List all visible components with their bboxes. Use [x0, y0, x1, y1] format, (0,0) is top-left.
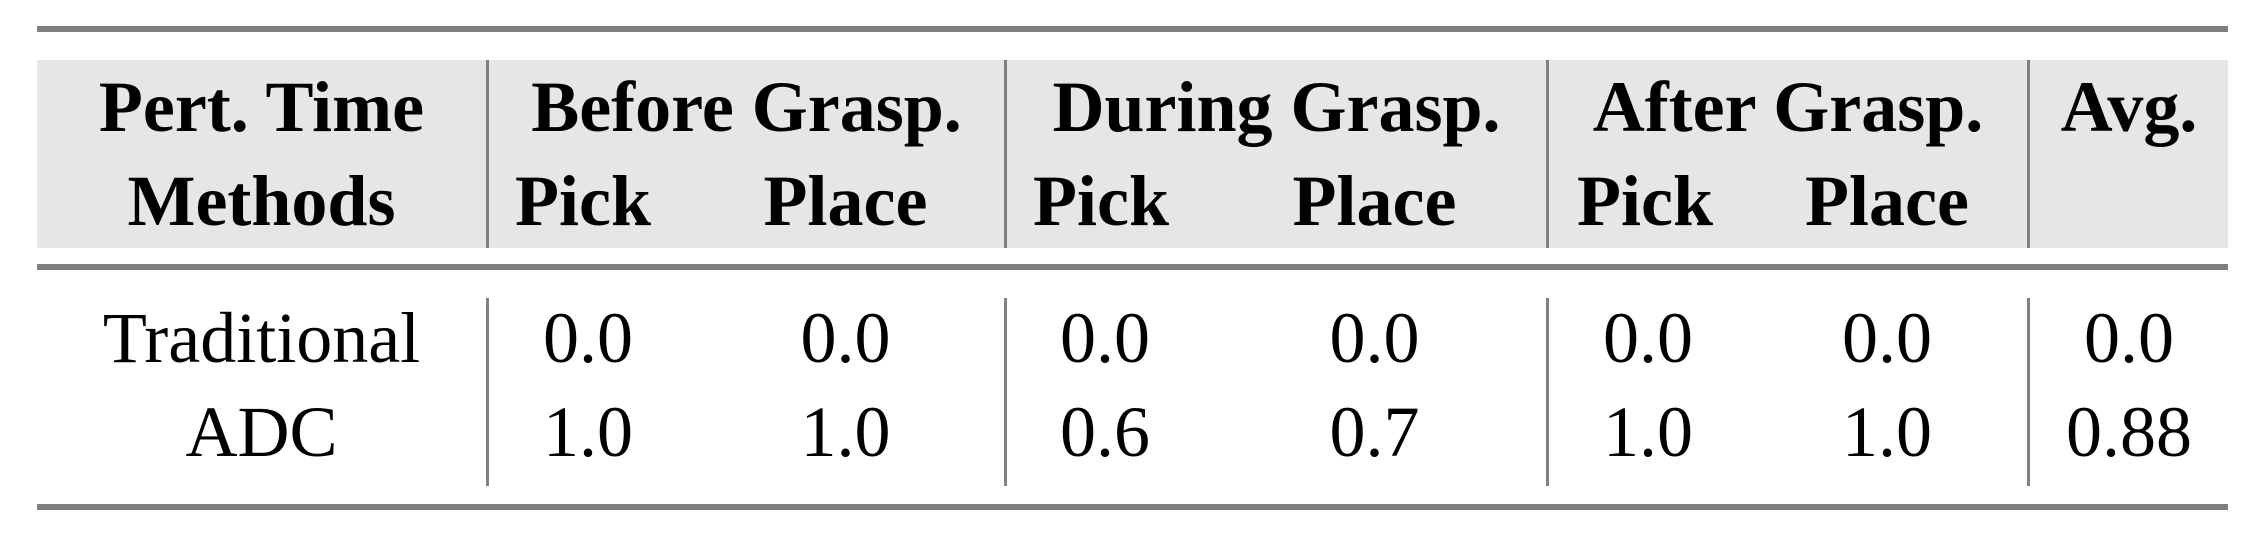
divider [486, 60, 489, 248]
divider [1004, 298, 1007, 486]
divider [486, 298, 489, 486]
divider [2027, 298, 2030, 486]
header-during-place: Place [1292, 160, 1457, 241]
table-cell: 0.0 [2084, 297, 2174, 378]
header-during-pick: Pick [1033, 160, 1169, 241]
table-cell: 0.0 [1329, 297, 1420, 378]
table-cell: 0.7 [1329, 391, 1420, 472]
divider [2027, 60, 2030, 248]
header-before-place: Place [763, 160, 928, 241]
header-during-grasp: During Grasp. [1052, 66, 1501, 147]
table-cell: 0.0 [543, 297, 633, 378]
table-cell: 1.0 [1603, 391, 1693, 472]
bottom-rule [37, 504, 2228, 510]
table-cell: 1.0 [543, 391, 633, 472]
divider [1004, 60, 1007, 248]
row-method: Traditional [102, 297, 421, 378]
row-method: ADC [185, 391, 338, 472]
table-cell: 1.0 [800, 391, 891, 472]
header-pert-time: Pert. Time [98, 66, 425, 147]
header-avg: Avg. [2060, 66, 2198, 147]
table-cell: 1.0 [1842, 391, 1932, 472]
table-cell: 0.0 [1060, 297, 1150, 378]
divider [1546, 60, 1549, 248]
header-background [37, 60, 2228, 248]
mid-rule [37, 264, 2228, 270]
header-after-pick: Pick [1577, 160, 1713, 241]
divider [1546, 298, 1549, 486]
top-rule [37, 26, 2228, 32]
header-before-pick: Pick [515, 160, 651, 241]
table-cell: 0.88 [2066, 391, 2192, 472]
header-after-place: Place [1805, 160, 1969, 241]
header-methods: Methods [127, 160, 396, 241]
table-cell: 0.0 [1603, 297, 1693, 378]
header-after-grasp: After Grasp. [1592, 66, 1984, 147]
table-cell: 0.6 [1060, 391, 1150, 472]
header-before-grasp: Before Grasp. [531, 66, 962, 147]
table-cell: 0.0 [800, 297, 891, 378]
table-cell: 0.0 [1842, 297, 1932, 378]
